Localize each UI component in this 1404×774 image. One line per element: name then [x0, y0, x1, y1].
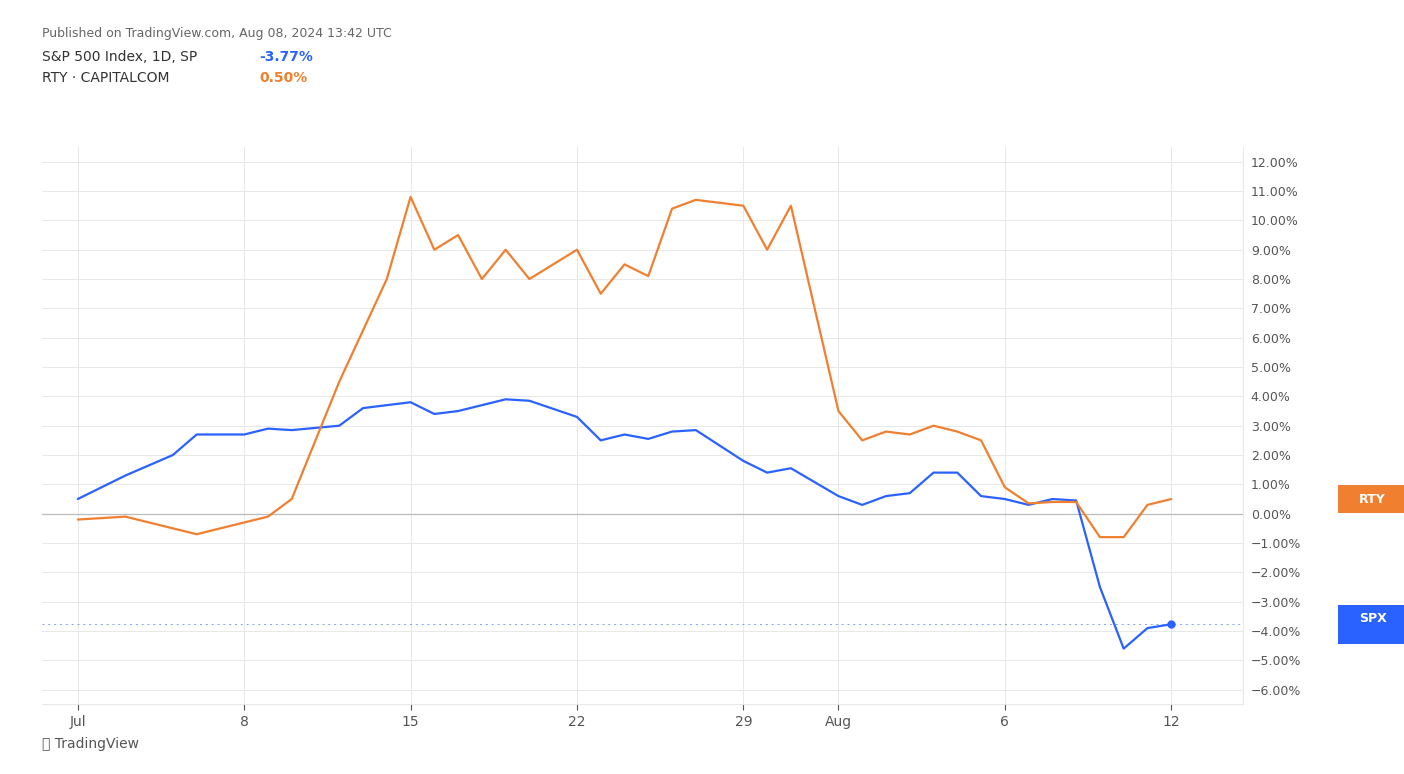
Text: 📹 TradingView: 📹 TradingView [42, 737, 139, 751]
Text: RTY · CAPITALCOM: RTY · CAPITALCOM [42, 71, 178, 85]
Text: 0.50%: 0.50% [260, 71, 307, 85]
Text: -3.77%: -3.77% [260, 50, 313, 64]
Text: RTY: RTY [1359, 492, 1386, 505]
Text: S&P 500 Index, 1D, SP: S&P 500 Index, 1D, SP [42, 50, 206, 64]
Text: SPX: SPX [1359, 612, 1387, 625]
Text: Published on TradingView.com, Aug 08, 2024 13:42 UTC: Published on TradingView.com, Aug 08, 20… [42, 27, 392, 40]
